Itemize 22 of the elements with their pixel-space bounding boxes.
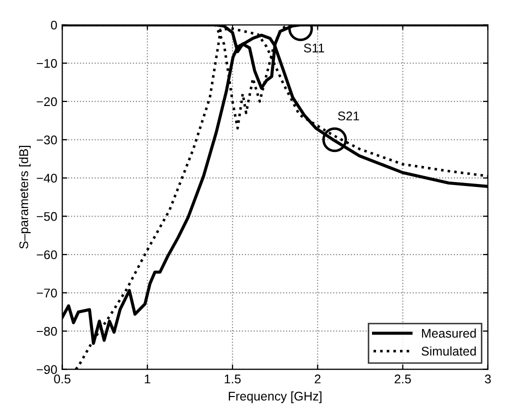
- y-tick-label: −90: [36, 365, 57, 374]
- y-axis-title: S–parameters [dB]: [19, 146, 31, 249]
- y-tick-label: −80: [36, 326, 57, 336]
- x-tick-label: 0.5: [54, 374, 70, 384]
- x-tick-label: 2: [314, 374, 320, 384]
- y-tick-label: −60: [36, 250, 57, 260]
- y-tick-label: −20: [36, 97, 57, 106]
- y-tick-label: −70: [36, 288, 57, 298]
- legend-label: Measured: [422, 328, 476, 338]
- x-tick-label: 1: [144, 374, 150, 384]
- x-tick-label: 1.5: [224, 374, 241, 384]
- annotation: S11: [304, 44, 324, 52]
- x-tick-label: 2.5: [394, 374, 411, 384]
- y-tick-label: 0: [50, 20, 57, 30]
- x-tick-label: 3: [484, 374, 491, 384]
- legend-label: Simulated: [422, 346, 476, 356]
- y-tick-label: −40: [36, 174, 57, 183]
- y-tick-label: −30: [36, 136, 57, 144]
- x-axis-title: Frequency [GHz]: [228, 391, 322, 404]
- y-tick-label: −10: [36, 58, 57, 68]
- y-tick-label: −50: [36, 212, 57, 221]
- annotation: S21: [338, 112, 360, 120]
